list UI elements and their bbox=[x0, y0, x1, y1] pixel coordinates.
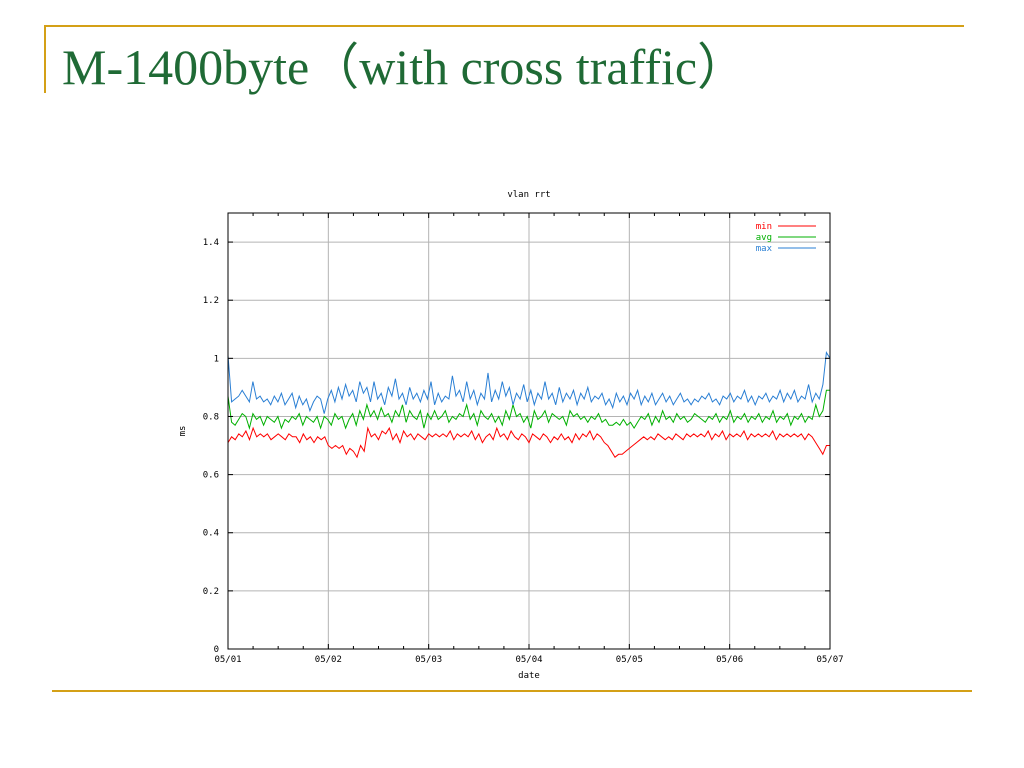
title-accent-left-line bbox=[44, 25, 46, 93]
series-line-avg bbox=[227, 389, 830, 430]
chart-title: vlan rrt bbox=[507, 190, 550, 200]
x-tick-label: 05/03 bbox=[415, 655, 442, 665]
slide-title: M-1400byte（with cross traffic） bbox=[62, 39, 748, 95]
axis-ticks: 05/01 05/02 05/03 05/04 05/05 05/06 05/07 0 0.2 0… bbox=[203, 213, 844, 665]
y-tick-label: 0.6 bbox=[203, 471, 219, 481]
x-tick-label: 05/05 bbox=[616, 655, 643, 665]
series-line-min bbox=[227, 426, 830, 459]
y-tick-label: 0.4 bbox=[203, 529, 219, 539]
x-tick-label: 05/04 bbox=[515, 655, 542, 665]
legend-label-avg: avg bbox=[756, 233, 772, 243]
grid bbox=[228, 213, 830, 649]
y-axis-label: ms bbox=[178, 426, 188, 437]
y-tick-label: 1 bbox=[214, 354, 219, 364]
x-tick-label: 05/06 bbox=[716, 655, 743, 665]
x-tick-label: 05/01 bbox=[214, 655, 241, 665]
legend-label-min: min bbox=[756, 222, 772, 232]
x-tick-label: 05/07 bbox=[816, 655, 843, 665]
y-tick-label: 1.4 bbox=[203, 238, 219, 248]
series-lines bbox=[227, 351, 831, 459]
y-tick-label: 0.8 bbox=[203, 412, 219, 422]
rtt-line-chart: vlan rrt date ms 05/01 05/02 05/03 05/04 05/… bbox=[178, 190, 844, 681]
title-accent-top-line bbox=[44, 25, 964, 27]
y-tick-label: 0.2 bbox=[203, 587, 219, 597]
x-tick-label: 05/02 bbox=[315, 655, 342, 665]
footer-accent-line bbox=[52, 690, 972, 692]
x-axis-label: date bbox=[518, 671, 540, 681]
y-tick-label: 1.2 bbox=[203, 296, 219, 306]
legend-label-max: max bbox=[756, 244, 773, 254]
series-line-max bbox=[227, 351, 831, 414]
y-tick-label: 0 bbox=[214, 645, 219, 655]
